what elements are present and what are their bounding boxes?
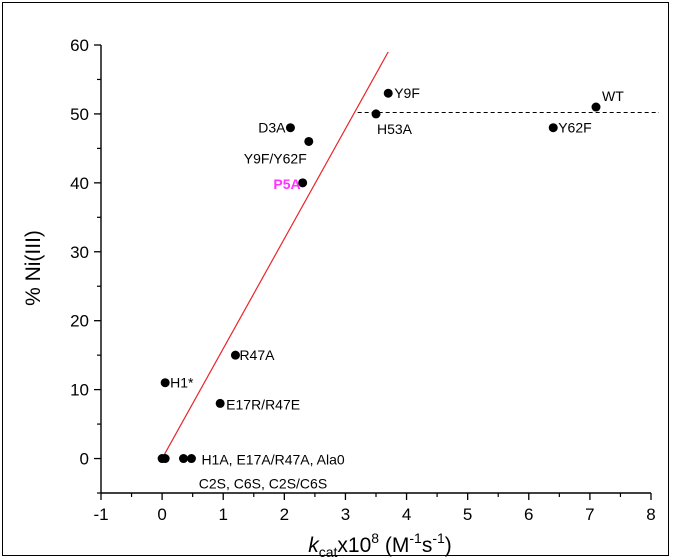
data-point: [186, 454, 196, 464]
point-label: Y9F/Y62F: [244, 150, 307, 166]
y-tick-label: 40: [70, 174, 89, 193]
data-point: [160, 378, 170, 388]
data-point: [371, 109, 381, 119]
point-label: WT: [602, 88, 624, 104]
point-label: H1A, E17A/R47A, Ala0: [201, 452, 344, 468]
x-tick-label: 6: [524, 505, 533, 524]
point-label: E17R/R47E: [226, 396, 300, 412]
y-tick-label: 60: [70, 36, 89, 55]
data-point: [304, 136, 314, 146]
data-point: [230, 350, 240, 360]
fit-line: [161, 51, 389, 459]
y-tick-label: 50: [70, 105, 89, 124]
x-tick-label: 3: [341, 505, 350, 524]
x-tick-label: 5: [463, 505, 472, 524]
point-label: Y9F: [394, 85, 420, 101]
data-point: [383, 88, 393, 98]
point-label: P5A: [273, 176, 300, 192]
chart-frame: [2, 2, 669, 556]
data-point: [179, 454, 188, 464]
y-tick-label: 30: [70, 243, 89, 262]
x-tick-label: -1: [93, 505, 108, 524]
point-label: Y62F: [558, 120, 591, 136]
data-point: [591, 102, 601, 112]
y-axis-title: % Ni(III): [22, 230, 45, 306]
x-tick-label: 4: [402, 505, 411, 524]
x-tick-label: 2: [280, 505, 289, 524]
data-point: [285, 123, 295, 133]
data-point: [215, 398, 225, 408]
y-tick-label: 10: [70, 381, 89, 400]
data-point: [160, 454, 170, 464]
x-tick-label: 7: [585, 505, 594, 524]
x-axis-title: kcatx108 (M-1s-1): [308, 530, 452, 560]
point-label: R47A: [239, 347, 275, 363]
point-label: H53A: [377, 121, 413, 137]
x-tick-label: 1: [218, 505, 227, 524]
point-label: H1*: [170, 375, 194, 391]
data-point: [548, 123, 558, 133]
data-point: [298, 178, 308, 188]
y-tick-label: 0: [80, 450, 89, 469]
point-label: D3A: [258, 120, 286, 136]
x-tick-label: 0: [157, 505, 166, 524]
y-tick-label: 20: [70, 312, 89, 331]
point-label-extra: C2S, C6S, C2S/C6S: [199, 476, 327, 492]
x-tick-label: 8: [646, 505, 655, 524]
